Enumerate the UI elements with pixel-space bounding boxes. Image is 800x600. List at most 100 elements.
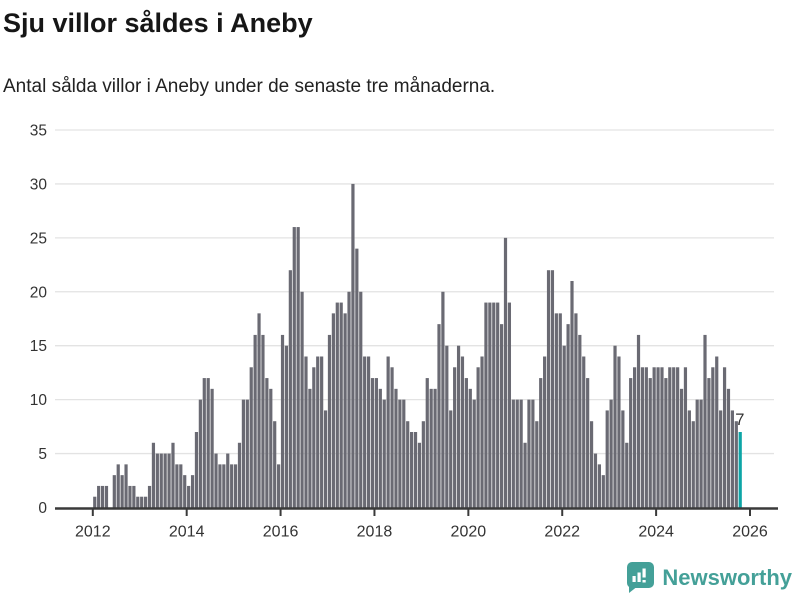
bar-2017-05 [343, 313, 347, 508]
bar-2016-08 [308, 388, 312, 508]
bar-2013-01 [140, 496, 144, 508]
newsworthy-logo-icon [627, 562, 655, 593]
bar-2015-03 [241, 399, 245, 508]
bar-2019-01 [421, 421, 425, 508]
bar-2017-03 [335, 302, 339, 508]
bar-2017-08 [355, 248, 359, 508]
bar-2013-06 [159, 453, 163, 508]
bar-2016-01 [280, 334, 285, 508]
bar-2013-05 [155, 453, 159, 508]
bar-2012-12 [136, 496, 140, 508]
bar-2025-07 [726, 388, 731, 508]
bar-2022-05 [578, 334, 582, 508]
bar-2013-04 [151, 442, 156, 508]
bar-2014-07 [210, 388, 214, 508]
x-tick-label-2012: 2012 [75, 524, 111, 541]
bar-2021-02 [519, 399, 523, 508]
bar-2016-12 [323, 410, 328, 508]
bar-2022-03 [570, 280, 574, 508]
bar-2016-09 [312, 367, 316, 508]
bar-2019-04 [433, 388, 437, 508]
bar-2013-08 [167, 453, 171, 508]
bar-2021-04 [527, 399, 531, 508]
bar-2021-10 [550, 270, 555, 508]
bar-2018-07 [398, 399, 402, 508]
bar-2024-08 [683, 367, 688, 508]
bar-2025-04 [715, 356, 719, 508]
bar-2014-11 [226, 453, 230, 508]
bar-2017-07 [351, 183, 355, 508]
bar-2023-08 [636, 334, 641, 508]
x-tick-label-2020: 2020 [451, 524, 487, 541]
bar-2020-02 [472, 399, 476, 508]
bar-2018-01 [374, 378, 379, 508]
bar-2021-09 [546, 270, 551, 508]
x-tick-label-2022: 2022 [544, 524, 580, 541]
bar-2015-08 [261, 334, 265, 508]
bar-2018-11 [413, 432, 418, 508]
bar-2015-01 [233, 464, 238, 508]
x-tick-label-2024: 2024 [638, 524, 674, 541]
y-tick-label-30: 30 [30, 176, 48, 193]
bar-2021-12 [558, 313, 562, 508]
bar-2023-01 [609, 399, 613, 508]
bar-2014-04 [198, 399, 202, 508]
bar-2012-01 [93, 496, 97, 508]
bar-2024-10 [691, 421, 695, 508]
bar-2014-12 [230, 464, 234, 508]
y-tick-label-10: 10 [30, 392, 48, 409]
bar-2025-02 [707, 378, 711, 508]
bar-2022-07 [586, 378, 590, 508]
bar-2022-10 [597, 464, 601, 508]
bar-2014-10 [222, 464, 226, 508]
bar-2022-01 [562, 345, 566, 508]
bar-2021-08 [543, 356, 547, 508]
bar-2023-07 [632, 367, 637, 508]
x-tick-label-2016: 2016 [263, 524, 299, 541]
bar-2017-10 [363, 356, 367, 508]
bar-2023-03 [617, 356, 621, 508]
bar-2023-02 [613, 345, 617, 508]
bar-2017-02 [331, 313, 335, 508]
y-tick-label-25: 25 [30, 230, 47, 247]
bar-2014-05 [202, 378, 206, 508]
newsworthy-logo: Newsworthy [626, 561, 792, 594]
bar-2022-08 [589, 421, 594, 508]
bar-2015-02 [237, 442, 242, 508]
bar-2015-12 [277, 464, 281, 508]
bar-2018-04 [386, 356, 390, 508]
bar-2020-12 [511, 399, 515, 508]
bar-2013-09 [171, 442, 175, 508]
bar-2013-11 [179, 464, 183, 508]
bar-2020-01 [468, 388, 472, 508]
y-tick-label-15: 15 [30, 338, 47, 355]
y-tick-label-5: 5 [38, 446, 47, 463]
bar-2015-10 [269, 388, 273, 508]
bar-2014-08 [214, 453, 218, 508]
bar-2019-09 [453, 367, 457, 508]
bar-2024-05 [672, 367, 676, 508]
bar-2020-03 [476, 367, 480, 508]
bar-2019-05 [437, 324, 441, 508]
bar-2019-12 [464, 378, 468, 508]
bar-2021-06 [535, 421, 539, 508]
bar-2018-02 [378, 388, 382, 508]
bar-2013-03 [147, 485, 152, 508]
bar-2012-08 [120, 475, 124, 508]
bar-2024-09 [687, 410, 691, 508]
bar-2016-07 [304, 356, 308, 508]
bar-2022-11 [601, 475, 605, 508]
bar-2018-05 [390, 367, 394, 508]
bar-2016-11 [320, 356, 324, 508]
bar-2016-02 [284, 345, 289, 508]
bar-2021-01 [515, 399, 519, 508]
bar-2012-07 [116, 464, 120, 508]
bar-2016-04 [292, 227, 296, 508]
bar-2024-02 [660, 367, 664, 508]
bar-2023-10 [644, 367, 648, 508]
bar-2020-10 [503, 237, 508, 508]
bar-2019-07 [445, 345, 449, 508]
bar-2025-09 [734, 421, 738, 508]
